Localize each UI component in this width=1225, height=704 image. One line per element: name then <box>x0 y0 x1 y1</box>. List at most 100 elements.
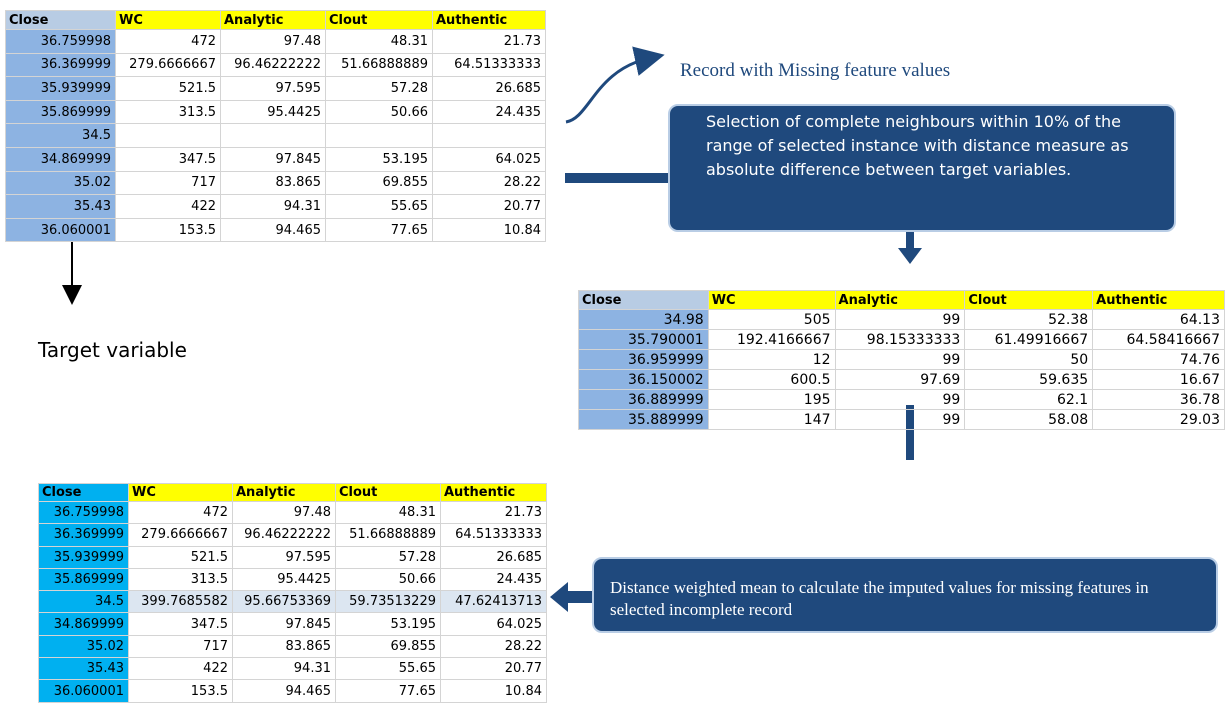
cell: 34.869999 <box>38 612 129 636</box>
cell: 35.889999 <box>578 409 709 430</box>
row: 36.889999 195 99 62.1 36.78 <box>578 389 1225 410</box>
cell: 64.025 <box>440 612 547 636</box>
header-cell: Clout <box>335 483 441 502</box>
row: 35.869999 313.5 95.4425 50.66 24.435 <box>38 567 547 592</box>
cell: 47.62413713 <box>440 590 547 614</box>
cell: 97.48 <box>220 29 326 54</box>
cell: 422 <box>128 657 233 681</box>
cell: 59.635 <box>964 369 1094 390</box>
cell: 64.51333333 <box>432 52 546 78</box>
cell: 313.5 <box>115 99 221 125</box>
cell: 99 <box>834 389 966 410</box>
cell: 97.595 <box>220 76 326 101</box>
cell: 29.03 <box>1092 409 1225 430</box>
cell: 147 <box>707 409 836 430</box>
row: 34.5 399.7685582 95.66753369 59.73513229 47.… <box>38 590 547 614</box>
cell: 20.77 <box>440 657 547 681</box>
cell: 55.65 <box>325 194 433 219</box>
down-arrow-head <box>898 248 922 264</box>
cell: 21.73 <box>440 500 547 525</box>
header-cell: Close <box>38 483 129 502</box>
row: 36.759998 472 97.48 48.31 21.73 <box>5 29 546 54</box>
row: 35.790001 192.4166667 98.15333333 61.499166… <box>578 329 1225 350</box>
cell <box>115 123 221 148</box>
cell: 83.865 <box>232 634 336 659</box>
cell: 97.69 <box>834 369 966 390</box>
header-row: Close WC Analytic Clout Authentic <box>578 290 1225 310</box>
cell: 35.869999 <box>38 567 129 592</box>
left-arrow-head <box>550 582 568 612</box>
row: 35.939999 521.5 97.595 57.28 26.685 <box>38 545 547 569</box>
table: Close WC Analytic Clout Authentic 36.759998 47… <box>38 483 547 703</box>
cell: 28.22 <box>440 634 547 659</box>
cell: 34.5 <box>38 590 129 614</box>
cell: 50.66 <box>325 99 433 125</box>
cell: 521.5 <box>128 545 233 569</box>
cell: 83.865 <box>220 170 326 196</box>
cell: 36.759998 <box>5 29 116 54</box>
cell: 69.855 <box>325 170 433 196</box>
header-cell: Analytic <box>834 290 966 310</box>
row: 36.060001 153.5 94.465 77.65 10.84 <box>38 679 547 703</box>
row: 35.43 422 94.31 55.65 20.77 <box>38 657 547 681</box>
row: 34.98 505 99 52.38 64.13 <box>578 309 1225 330</box>
table: Close WC Analytic Clout Authentic 36.759998 47… <box>5 10 546 243</box>
cell: 52.38 <box>964 309 1094 330</box>
row: 36.369999 279.6666667 96.46222222 51.668888… <box>5 52 546 78</box>
cell: 99 <box>834 309 966 330</box>
cell: 24.435 <box>432 99 546 125</box>
cell: 35.869999 <box>5 99 116 125</box>
row: 35.869999 313.5 95.4425 50.66 24.435 <box>5 99 546 125</box>
cell: 95.4425 <box>232 567 336 592</box>
cell: 36.369999 <box>38 523 129 547</box>
cell: 77.65 <box>335 679 441 703</box>
header-cell: WC <box>128 483 233 502</box>
record-missing-label: Record with Missing feature values <box>680 60 951 81</box>
cell: 35.790001 <box>578 329 709 350</box>
block-arrow <box>565 173 670 183</box>
callout: Distance weighted mean to calculate the … <box>592 557 1218 633</box>
row: 34.5 <box>5 123 546 148</box>
cell: 95.4425 <box>220 99 326 125</box>
cell: 51.66888889 <box>325 52 433 78</box>
cell <box>432 123 546 148</box>
cell: 96.46222222 <box>220 52 326 78</box>
cell: 10.84 <box>440 679 547 703</box>
cell: 472 <box>128 500 233 525</box>
cell: 53.195 <box>325 146 433 172</box>
cell: 36.150002 <box>578 369 709 390</box>
header-cell: Analytic <box>220 10 326 30</box>
header-row: Close WC Analytic Clout Authentic <box>5 10 546 30</box>
cell: 35.43 <box>5 194 116 219</box>
cell: 50 <box>964 349 1094 370</box>
cell: 77.65 <box>325 217 433 243</box>
cell: 279.6666667 <box>128 523 233 547</box>
cell: 153.5 <box>115 217 221 243</box>
cell: 94.31 <box>220 194 326 219</box>
cell: 505 <box>707 309 836 330</box>
cell: 35.02 <box>38 634 129 659</box>
cell: 64.51333333 <box>440 523 547 547</box>
header-cell: Authentic <box>432 10 546 30</box>
cell: 61.49916667 <box>964 329 1094 350</box>
row: 35.889999 147 99 58.08 29.03 <box>578 409 1225 430</box>
row: 35.02 717 83.865 69.855 28.22 <box>5 170 546 196</box>
cell: 64.58416667 <box>1092 329 1225 350</box>
row: 36.959999 12 99 50 74.76 <box>578 349 1225 370</box>
cell: 20.77 <box>432 194 546 219</box>
cell: 153.5 <box>128 679 233 703</box>
cell: 48.31 <box>335 500 441 525</box>
row: 34.869999 347.5 97.845 53.195 64.025 <box>5 146 546 172</box>
cell: 97.48 <box>232 500 336 525</box>
target-variable-label: Target variable <box>38 338 187 362</box>
cell: 26.685 <box>432 76 546 101</box>
cell: 96.46222222 <box>232 523 336 547</box>
header-cell: Analytic <box>232 483 336 502</box>
cell: 36.78 <box>1092 389 1225 410</box>
header-cell: Clout <box>964 290 1094 310</box>
cell: 717 <box>115 170 221 196</box>
cell: 35.939999 <box>5 76 116 101</box>
cell: 347.5 <box>128 612 233 636</box>
callout: Selection of complete neighbours within … <box>668 104 1176 232</box>
